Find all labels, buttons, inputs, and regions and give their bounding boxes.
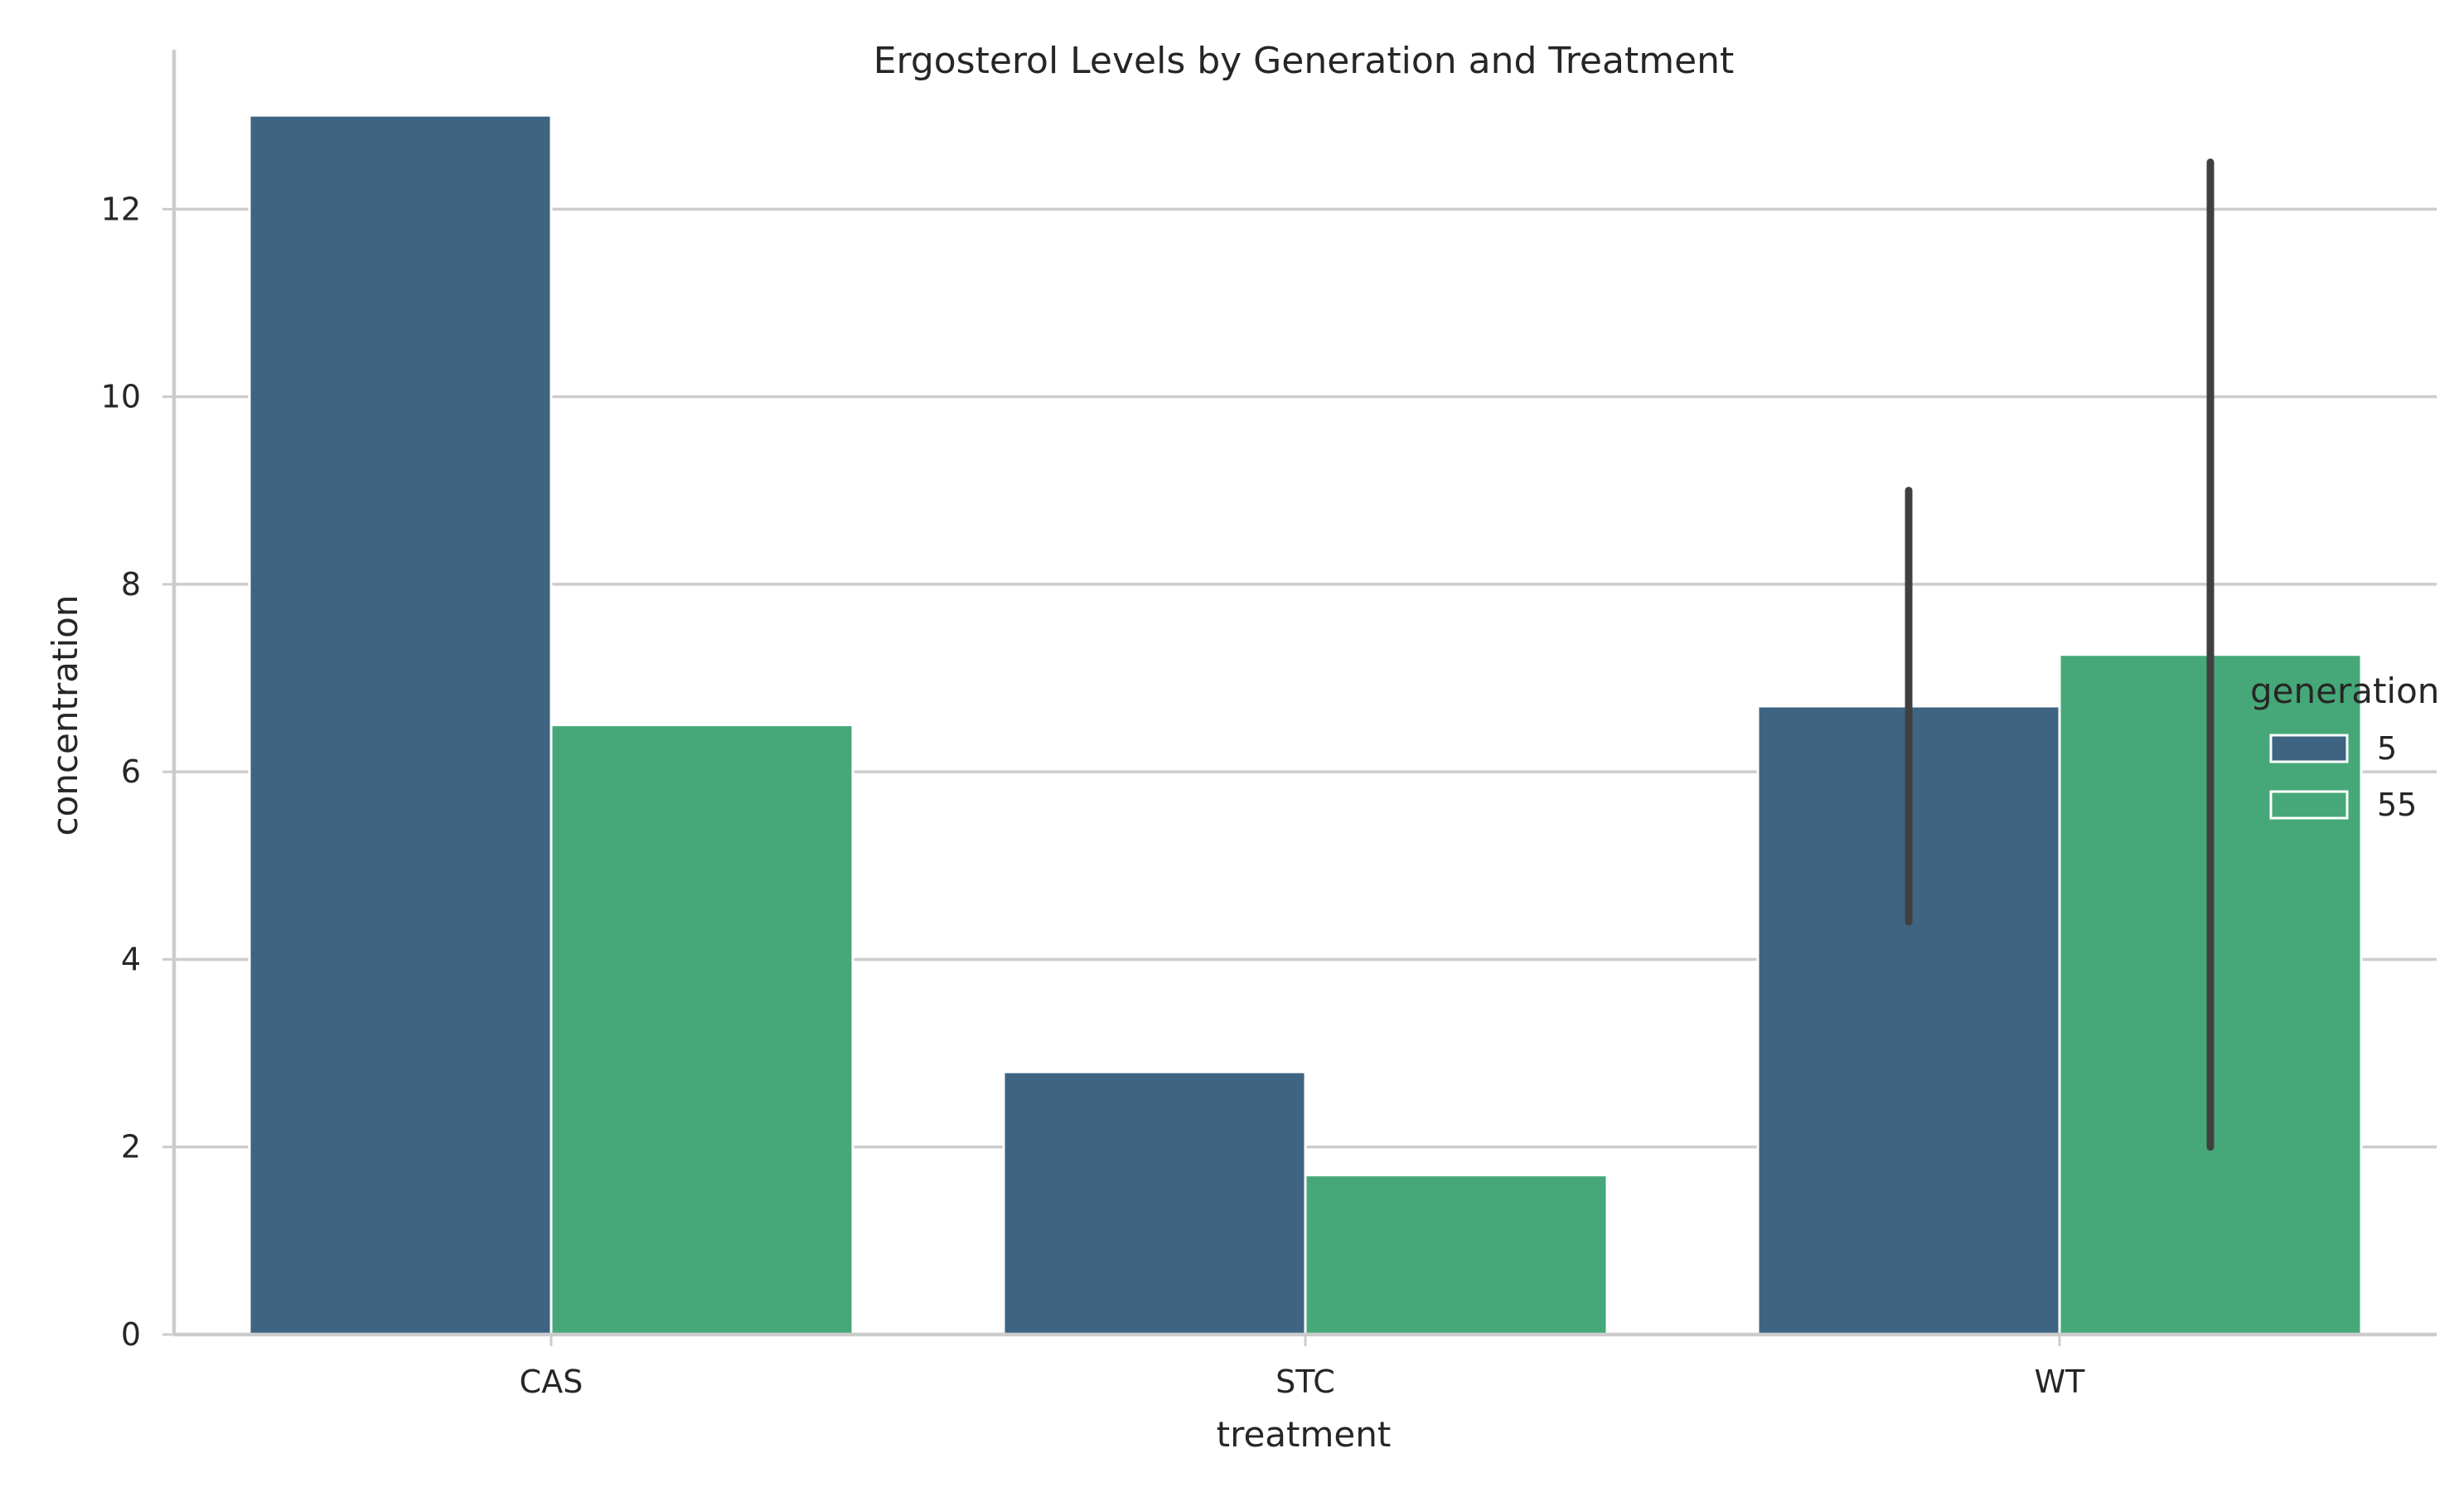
- legend-label: 5: [2377, 730, 2397, 767]
- legend-swatch-55: [2269, 790, 2349, 820]
- x-tick-label: CAS: [520, 1364, 583, 1400]
- y-tick-label: 2: [121, 1129, 141, 1165]
- y-tick-label: 8: [121, 566, 141, 603]
- axes: 0 2 4 6 8 10 12 CAS STC WT: [101, 50, 2437, 1400]
- legend-label: 55: [2377, 787, 2417, 823]
- chart-title: Ergosterol Levels by Generation and Trea…: [874, 40, 1735, 82]
- legend-swatch-5: [2269, 734, 2349, 763]
- y-axis-label: concentration: [45, 595, 85, 836]
- y-tick-label: 10: [101, 379, 141, 415]
- x-tick-label: WT: [2035, 1364, 2086, 1400]
- legend-title: generation: [2250, 671, 2439, 711]
- bar-CAS-5: [248, 114, 553, 1336]
- y-tick-label: 6: [121, 753, 141, 790]
- y-tick-label: 12: [101, 191, 141, 227]
- x-axis-label: treatment: [1217, 1414, 1392, 1455]
- error-bars: [1905, 158, 2215, 1151]
- bar-STC-5: [1002, 1070, 1307, 1336]
- y-tick-label: 0: [121, 1316, 141, 1353]
- x-tick-label: STC: [1276, 1364, 1335, 1400]
- y-tick-label: 4: [121, 941, 141, 977]
- bar-CAS-55: [549, 724, 854, 1336]
- bars: [248, 114, 2363, 1336]
- bar-STC-55: [1304, 1174, 1609, 1336]
- legend: generation 555: [2250, 671, 2439, 823]
